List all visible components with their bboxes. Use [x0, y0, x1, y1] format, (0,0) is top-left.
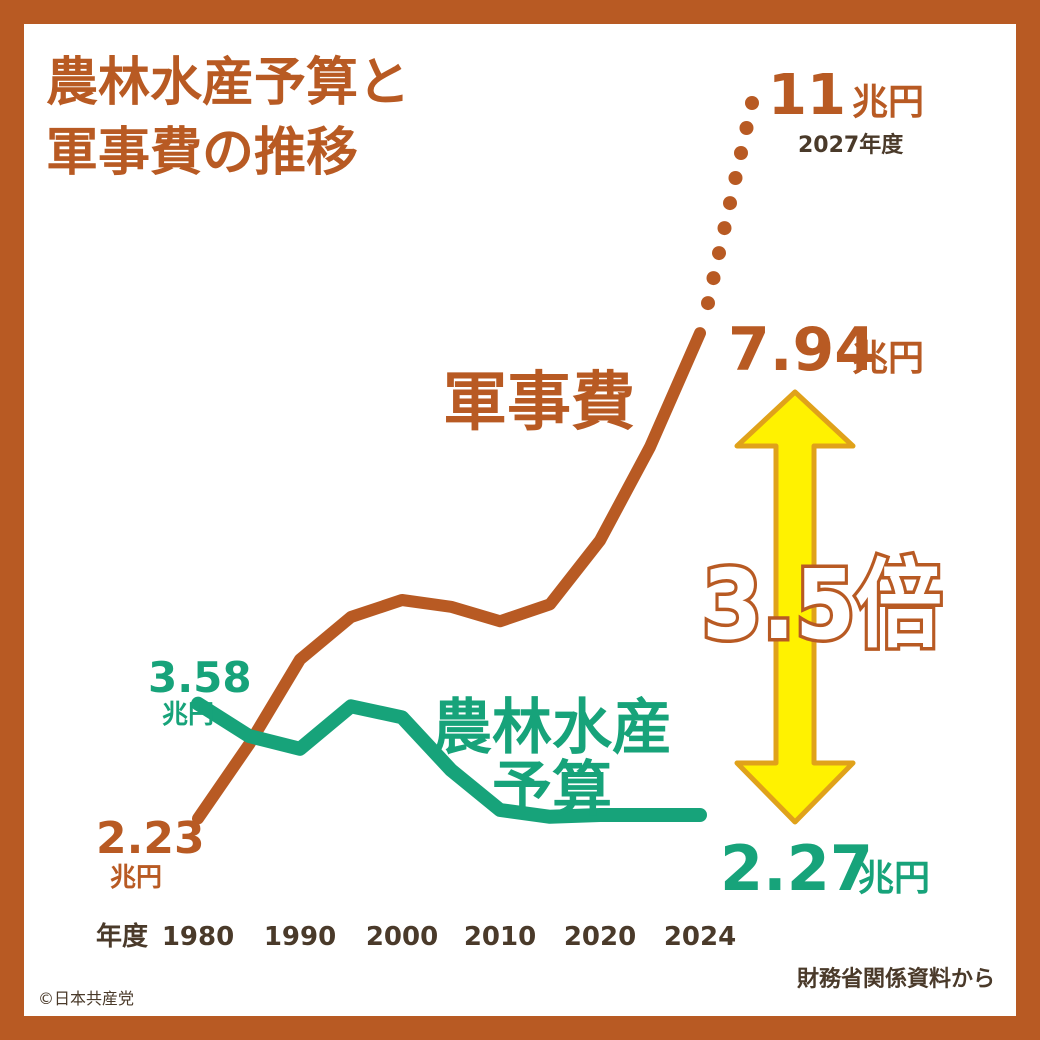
projection-dot	[734, 146, 748, 160]
x-tick-label: 2010	[464, 922, 536, 952]
agri-end-value: 2.27	[720, 832, 873, 905]
chart-marks	[191, 96, 759, 825]
x-ticks: 1980 1990 2000 2010 2020 2024	[162, 922, 736, 952]
agri-start-value: 3.58	[148, 653, 252, 702]
series-label-agriculture-line-1: 農林水産	[432, 693, 672, 763]
military-start-unit: 兆円	[110, 863, 162, 893]
chart-title-line-1: 農林水産予算と	[46, 53, 410, 113]
source-note: 財務省関係資料から	[797, 966, 995, 992]
military-end-value: 7.94	[728, 315, 876, 385]
military-start-value: 2.23	[96, 813, 205, 864]
ratio-arrow	[734, 389, 856, 825]
x-tick-label: 1990	[264, 922, 336, 952]
chart-title-line-2: 軍事費の推移	[46, 123, 358, 183]
x-axis-label: 年度	[96, 921, 148, 952]
projection-value: 11	[768, 63, 846, 128]
projection-year: 2027年度	[798, 132, 904, 158]
projection-dot	[728, 171, 743, 185]
agri-end-unit: 兆円	[858, 858, 930, 899]
agri-start-unit: 兆円	[162, 700, 214, 730]
series-label-military: 軍事費	[443, 366, 635, 440]
agriculture-series-line	[191, 696, 707, 824]
projection-dot	[723, 196, 737, 211]
projection-dot	[701, 296, 715, 311]
projection-dot	[712, 246, 726, 261]
x-tick-label: 1980	[162, 922, 234, 952]
projection-unit: 兆円	[852, 82, 924, 123]
x-tick-label: 2020	[564, 922, 636, 952]
military-series-line	[192, 327, 706, 825]
copyright: ©日本共産党	[38, 989, 134, 1008]
x-tick-label: 2024	[664, 922, 736, 952]
series-label-agriculture-line-2: 予算	[492, 755, 612, 825]
projection-dot	[717, 221, 732, 236]
projection-dot	[739, 121, 754, 135]
projection-dot	[745, 96, 759, 110]
military-end-unit: 兆円	[852, 338, 924, 379]
ratio-label: 3.5倍	[702, 549, 942, 661]
projection-dot	[706, 271, 721, 286]
x-tick-label: 2000	[366, 922, 438, 952]
